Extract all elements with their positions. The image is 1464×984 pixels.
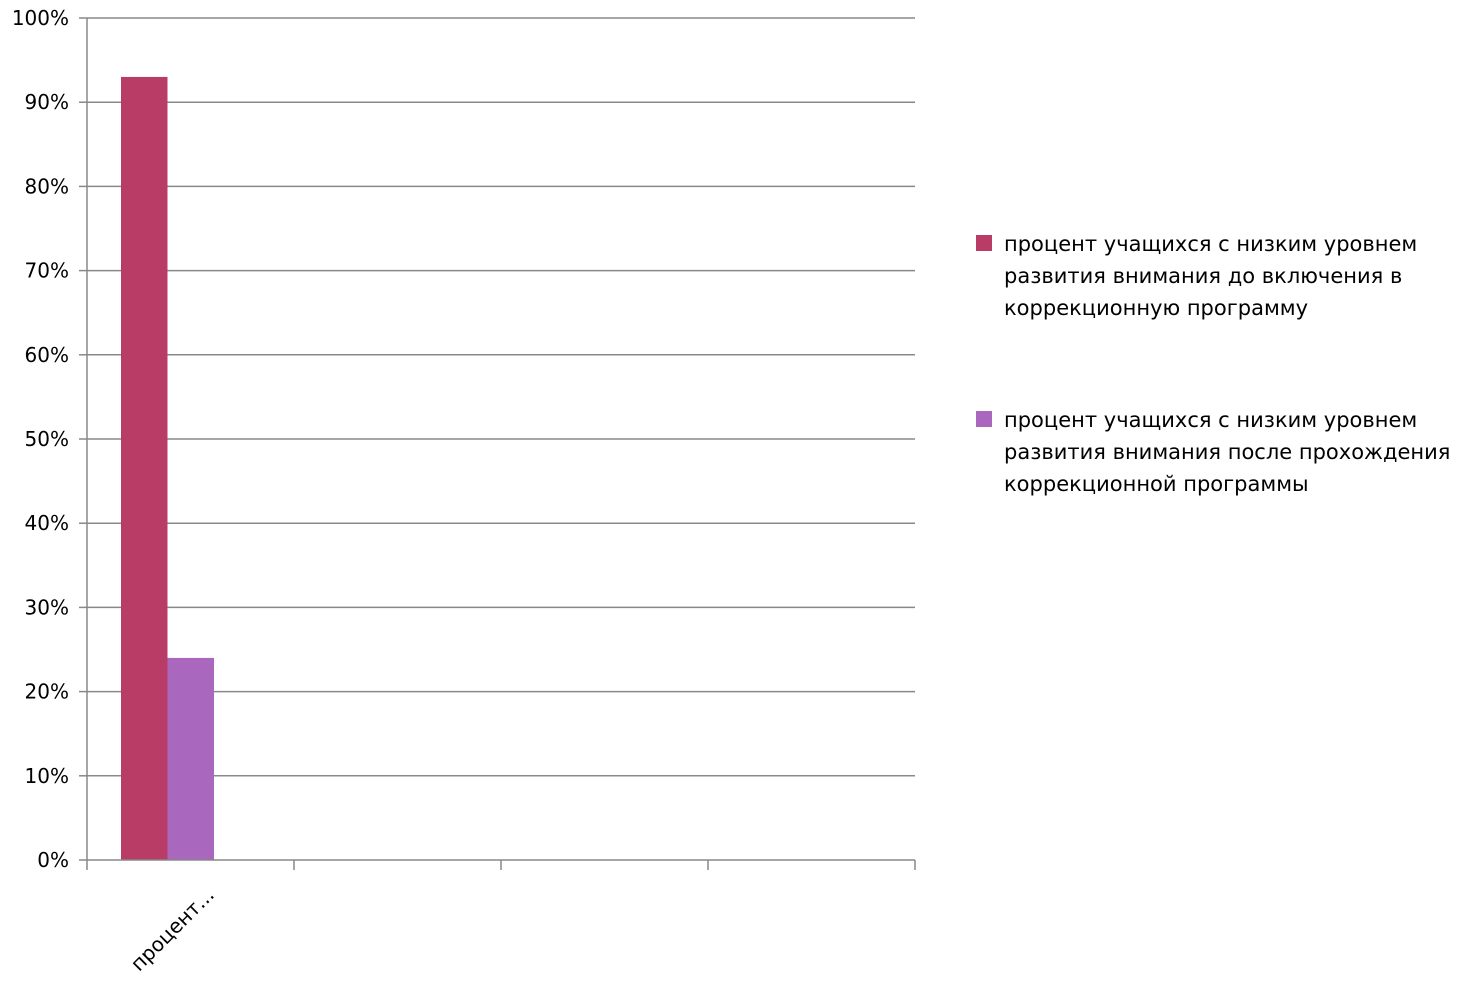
bars [121,76,214,860]
bar-series-0 [121,76,168,860]
y-tick-label: 30% [25,595,69,619]
y-tick-label: 40% [25,511,69,535]
legend-item-before: процент учащихся с низким уровнем развит… [976,228,1456,324]
y-tick-label: 90% [25,90,69,114]
y-tick-label: 80% [25,174,69,198]
y-tick-label: 60% [25,343,69,367]
legend-swatch-after [976,411,992,427]
gridlines [87,17,915,777]
y-tick-label: 100% [12,6,69,30]
y-tick-label: 50% [25,427,69,451]
x-ticks: процент... [86,860,916,976]
x-category-label: процент... [126,883,219,976]
y-tick-labels: 0% 10% 20% 30% 40% 50% 60% 70% 80% 90% 100% [12,6,87,872]
y-tick-label: 70% [25,259,69,283]
bar-series-1 [167,657,214,860]
legend-label-after: процент учащихся с низким уровнем развит… [1004,408,1451,496]
legend: процент учащихся с низким уровнем развит… [976,228,1456,500]
legend-swatch-before [976,235,992,251]
y-tick-label: 0% [37,848,69,872]
y-tick-label: 20% [25,680,69,704]
legend-label-before: процент учащихся с низким уровнем развит… [1004,232,1418,320]
legend-item-after: процент учащихся с низким уровнем развит… [976,404,1456,500]
y-tick-label: 10% [25,764,69,788]
